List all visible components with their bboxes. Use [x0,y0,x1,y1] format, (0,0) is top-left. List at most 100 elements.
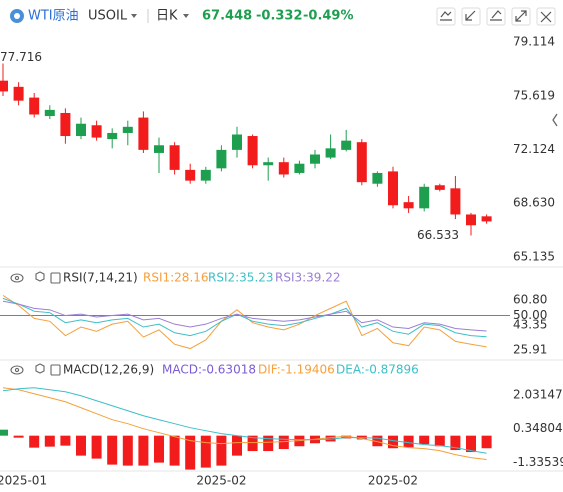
y-tick-label: 75.619 [513,88,555,102]
indicator-box[interactable] [50,272,61,284]
macd-bar [481,435,492,449]
candle-body [294,163,305,173]
candle-body [29,97,40,115]
candle-body [60,112,71,137]
candle-body [450,188,461,215]
macd-bar [388,435,398,449]
x-tick-label: 2025-02 [196,474,246,488]
macd-bar [450,435,461,451]
candle-body [154,145,164,153]
candle-body [356,142,367,183]
macd-bar [466,435,476,453]
candle-body [466,214,476,226]
macd-bar [434,435,445,447]
macd-bar [216,435,227,466]
y-tick-label: 79.114 [513,35,555,49]
legend-entry: RSI1:28.16 [143,271,209,285]
macd-line [2,387,487,454]
visibility-icon[interactable] [10,365,24,375]
macd-bar [107,435,118,465]
instrument-symbol[interactable]: USOIL [88,9,128,24]
candle-body [122,126,133,133]
toolbar-button[interactable] [486,7,506,26]
macd-bar [60,435,71,446]
legend-entry: RSI2:35.23 [208,271,274,285]
y-tick-label: 2.03147 [513,388,563,402]
settings-icon[interactable] [35,363,45,374]
candle-body [372,172,383,184]
macd-bar [122,435,133,466]
macd-bar [185,435,196,470]
y-tick-label: 0.34804 [513,421,563,435]
candle-body [481,216,492,222]
macd-bar [0,429,8,436]
collapse-arrow[interactable] [552,113,558,127]
rsi-line [2,300,487,332]
candle-body [76,123,86,137]
candle-body [325,148,336,158]
expand-icon [515,10,527,22]
macd-bar [13,435,24,438]
candle-body [200,169,211,181]
macd-bar [154,435,164,463]
candle-body [403,202,414,209]
toolbar [436,7,556,26]
price-change-pct: -0.49% [303,9,354,24]
macd-bar [91,435,102,459]
x-tick-label: 2025-02 [368,474,418,488]
legend-entry: MACD:-0.63018 [162,363,256,377]
tool-icon [490,10,502,21]
logo-dot [14,13,20,19]
candle-body [138,117,149,150]
period[interactable]: 日K [156,9,178,24]
macd-bar [263,435,274,452]
macd-bar [372,435,383,447]
candle-body [44,109,55,117]
macd-bar [419,435,430,445]
macd-line [2,387,487,460]
y-tick-label: 60.80 [513,293,547,307]
low-annotation: 66.533 [417,228,459,242]
toolbar-button[interactable] [511,7,531,26]
visibility-icon[interactable] [10,273,24,283]
candle-body [169,145,180,170]
rsi-line [2,297,487,338]
settings-icon[interactable] [35,271,45,282]
legend-entry: DIF:-1.19406 [258,363,335,377]
candle-body [13,86,24,101]
macd-bar [247,435,258,452]
y-tick-label: 68.630 [513,196,555,210]
y-tick-label: 25.91 [513,343,547,357]
macd-bar [169,435,180,466]
candle-body [310,154,320,164]
indicator-box[interactable] [50,364,61,376]
candle-body [185,169,196,181]
y-tick-label: 43.35 [513,318,547,332]
candle-body [216,149,227,169]
dropdown-icon[interactable] [183,14,189,18]
rsi-line [2,295,487,350]
indicator-icon [440,11,452,21]
price: 67.448 [202,9,252,24]
draw-icon [465,10,476,21]
candle-body [247,136,258,166]
toolbar-button[interactable] [436,7,456,26]
toolbar-button[interactable] [536,7,556,26]
macd-bar [232,435,242,456]
candle-body [107,132,118,140]
y-tick-label: 50.00 [513,308,547,322]
dropdown-icon[interactable] [131,14,137,18]
high-annotation: 77.716 [0,50,42,64]
pane-icons [10,271,61,376]
y-tick-label: -1.33539 [513,455,563,469]
candle-body [341,140,352,150]
macd-bar [200,435,211,468]
toolbar-button[interactable] [461,7,481,26]
close-icon [540,11,552,23]
y-tick-label: 65.135 [513,250,555,264]
candle-body [0,80,8,92]
instrument-name[interactable]: WTI原油 [28,9,79,24]
indicator-title: MACD(12,26,9) [63,363,154,377]
price-change: -0.332 [256,9,303,24]
